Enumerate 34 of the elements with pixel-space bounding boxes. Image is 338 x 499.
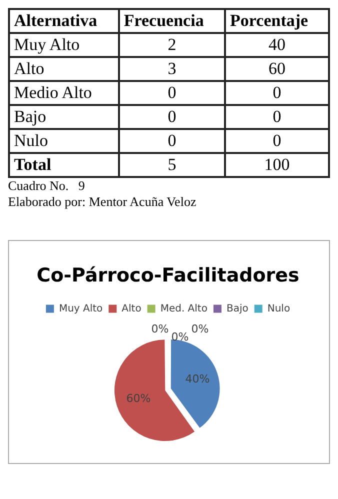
text: Medio Alto: [9, 81, 119, 105]
text: 0: [118, 129, 226, 153]
text: Elaborado por: Mentor Acuña Veloz: [8, 194, 198, 210]
text: Frecuencia: [118, 9, 226, 33]
text: Total: [9, 153, 119, 177]
legend-label: Alto: [122, 303, 142, 314]
text: Cuadro No. 9: [8, 178, 86, 194]
legend-label: Bajo: [226, 303, 248, 314]
text: 0: [225, 81, 329, 105]
text: 0: [225, 129, 329, 153]
text: Alternativa: [9, 9, 119, 33]
text: 40: [225, 33, 329, 57]
text: 5: [118, 153, 226, 177]
text: 3: [118, 57, 226, 81]
text: 0%: [151, 322, 169, 336]
text: 2: [118, 33, 226, 57]
text: 0: [118, 105, 226, 129]
text: Alto: [9, 57, 119, 81]
text: Bajo: [9, 105, 119, 129]
data-label: 40%: [185, 372, 210, 386]
text: 0: [225, 105, 329, 129]
text: 0%: [191, 322, 209, 336]
text: Muy Alto: [9, 33, 119, 57]
legend-label: Med. Alto: [160, 303, 208, 314]
text: 60: [225, 57, 329, 81]
chart-title: Co-Párroco-Facilitadores: [36, 264, 300, 286]
text: Porcentaje: [225, 9, 329, 33]
text: 0%: [171, 330, 189, 344]
text: 100: [225, 153, 329, 177]
text: 0: [118, 81, 226, 105]
text: Nulo: [9, 129, 119, 153]
legend-label: Nulo: [267, 303, 290, 314]
data-label: 60%: [126, 392, 151, 405]
legend-label: Muy Alto: [58, 303, 103, 314]
